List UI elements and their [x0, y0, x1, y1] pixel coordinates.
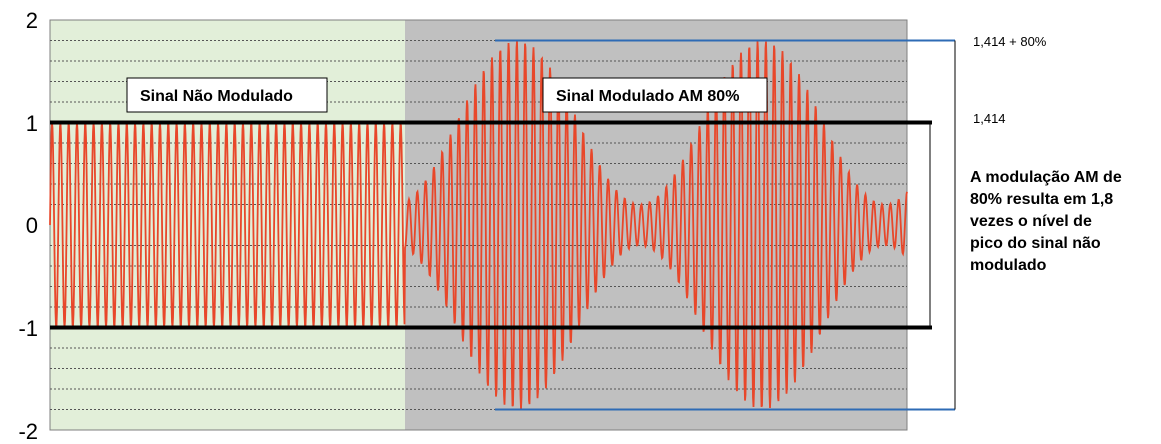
y-tick-label: 0 [26, 213, 38, 238]
note-line: 80% resulta em 1,8 [970, 191, 1113, 208]
note-line: pico do sinal não [970, 235, 1101, 252]
unmodulated-peak-label: 1,414 [973, 111, 1006, 126]
signal-layer [49, 41, 908, 410]
note-line: modulado [970, 257, 1047, 274]
unmodulated-label: Sinal Não Modulado [140, 88, 293, 105]
y-tick-label: 1 [26, 111, 38, 136]
signal-line [49, 41, 908, 410]
modulated-label: Sinal Modulado AM 80% [556, 88, 739, 105]
reference-lines-layer [50, 39, 956, 411]
note-line: vezes o nível de [970, 213, 1092, 230]
modulated-peak-label: 1,414 + 80% [973, 34, 1047, 49]
note-line: A modulação AM de [970, 169, 1122, 186]
y-tick-label: -1 [18, 316, 38, 341]
y-tick-label: -2 [18, 419, 38, 444]
y-tick-label: 2 [26, 8, 38, 33]
unmodulated-label-box [126, 77, 328, 113]
modulated-label-box [542, 77, 768, 113]
